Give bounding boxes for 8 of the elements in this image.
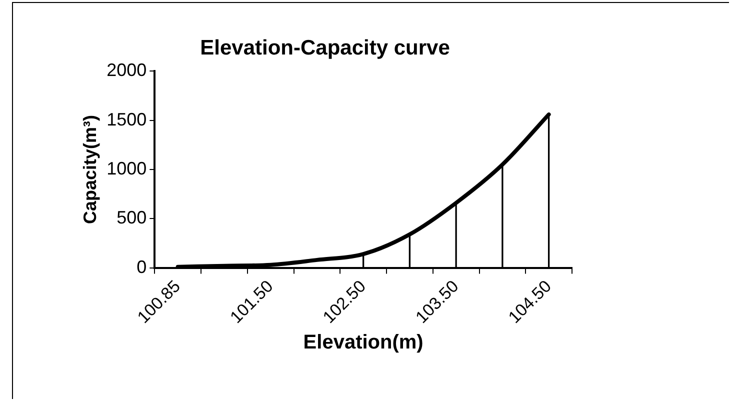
y-tick-label: 1500 bbox=[106, 109, 147, 130]
y-tick-label: 500 bbox=[116, 208, 147, 228]
y-tick-label: 2000 bbox=[106, 60, 147, 80]
x-axis-title: Elevation(m) bbox=[303, 332, 424, 354]
y-tick-label: 1000 bbox=[106, 158, 147, 178]
y-axis-title: Capacity(m³) bbox=[80, 114, 100, 224]
y-tick-label: 0 bbox=[136, 256, 147, 277]
chart-title: Elevation-Capacity curve bbox=[200, 36, 450, 60]
